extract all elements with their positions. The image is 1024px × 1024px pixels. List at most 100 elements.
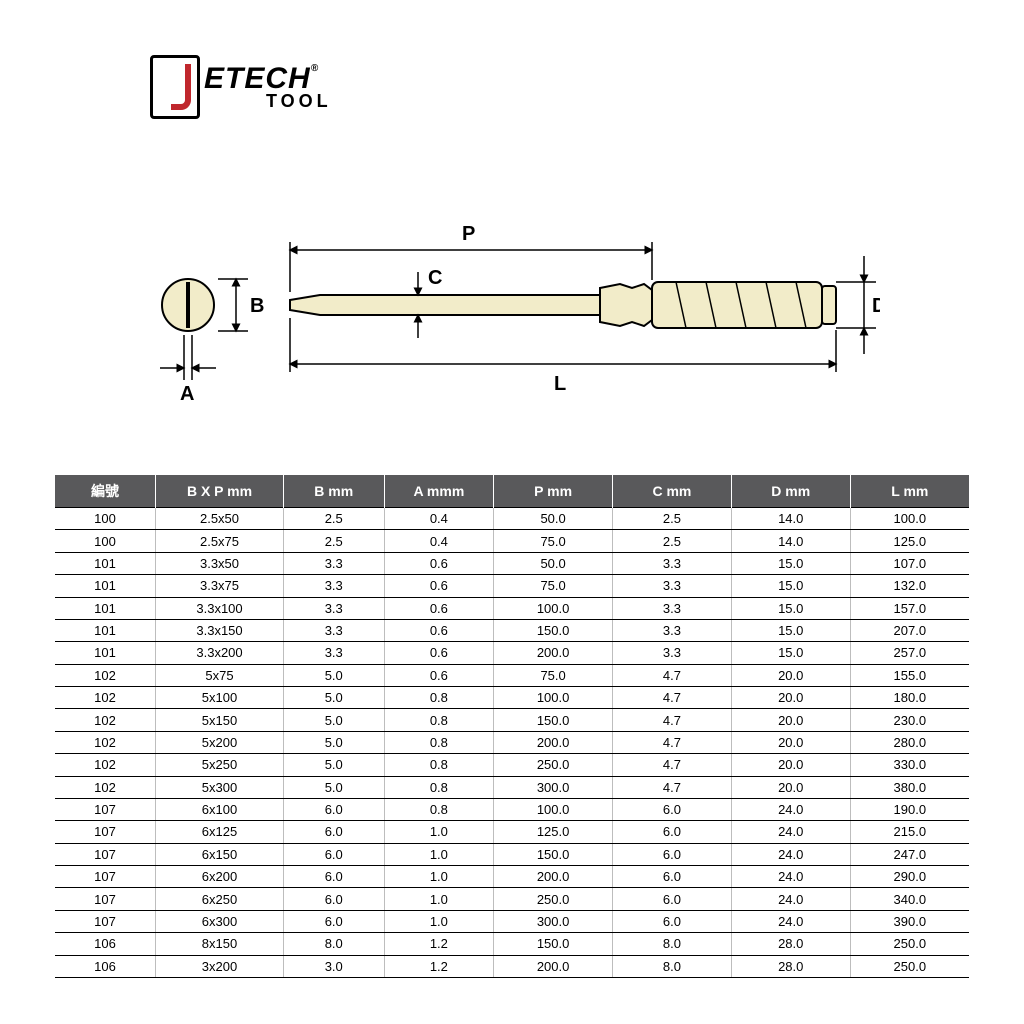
table-cell: 5.0 (283, 664, 384, 686)
table-cell: 100.0 (494, 597, 613, 619)
table-cell: 290.0 (850, 866, 969, 888)
table-cell: 3x200 (156, 955, 284, 977)
logo-sub-text: TOOL (266, 92, 332, 110)
logo-brand-text: ETECH® (204, 64, 332, 94)
table-cell: 300.0 (494, 910, 613, 932)
table-cell: 390.0 (850, 910, 969, 932)
table-cell: 6x100 (156, 798, 284, 820)
table-cell: 28.0 (731, 955, 850, 977)
table-cell: 101 (55, 575, 156, 597)
table-cell: 6.0 (613, 910, 732, 932)
table-row: 1076x1506.01.0150.06.024.0247.0 (55, 843, 969, 865)
dim-label-a: A (180, 383, 194, 405)
table-cell: 157.0 (850, 597, 969, 619)
table-cell: 0.4 (384, 530, 494, 552)
table-cell: 1.0 (384, 821, 494, 843)
table-cell: 5x150 (156, 709, 284, 731)
table-cell: 3.0 (283, 955, 384, 977)
table-cell: 3.3 (283, 642, 384, 664)
table-row: 1068x1508.01.2150.08.028.0250.0 (55, 933, 969, 955)
table-cell: 3.3 (283, 552, 384, 574)
table-cell: 107 (55, 843, 156, 865)
table-cell: 132.0 (850, 575, 969, 597)
table-cell: 5.0 (283, 754, 384, 776)
table-cell: 3.3 (613, 575, 732, 597)
table-cell: 101 (55, 597, 156, 619)
table-cell: 3.3x75 (156, 575, 284, 597)
table-cell: 15.0 (731, 575, 850, 597)
table-cell: 8.0 (283, 933, 384, 955)
table-cell: 340.0 (850, 888, 969, 910)
table-cell: 0.8 (384, 687, 494, 709)
table-cell: 1.2 (384, 955, 494, 977)
table-cell: 280.0 (850, 731, 969, 753)
table-cell: 6.0 (613, 888, 732, 910)
table-cell: 300.0 (494, 776, 613, 798)
table-cell: 3.3 (613, 619, 732, 641)
table-cell: 200.0 (494, 731, 613, 753)
table-cell: 3.3 (613, 597, 732, 619)
brand-logo: ETECH® TOOL (150, 55, 332, 119)
table-cell: 4.7 (613, 776, 732, 798)
col-header: D mm (731, 475, 850, 508)
table-cell: 200.0 (494, 866, 613, 888)
table-cell: 6.0 (613, 843, 732, 865)
table-cell: 150.0 (494, 709, 613, 731)
table-cell: 200.0 (494, 642, 613, 664)
table-cell: 2.5x50 (156, 508, 284, 530)
table-cell: 101 (55, 619, 156, 641)
table-cell: 5x75 (156, 664, 284, 686)
table-cell: 150.0 (494, 619, 613, 641)
table-cell: 5.0 (283, 776, 384, 798)
table-cell: 4.7 (613, 709, 732, 731)
table-cell: 5x200 (156, 731, 284, 753)
table-cell: 6.0 (283, 843, 384, 865)
table-cell: 3.3x150 (156, 619, 284, 641)
table-cell: 3.3 (283, 597, 384, 619)
table-cell: 2.5x75 (156, 530, 284, 552)
col-header: B X P mm (156, 475, 284, 508)
table-cell: 0.8 (384, 776, 494, 798)
table-row: 1025x3005.00.8300.04.720.0380.0 (55, 776, 969, 798)
table-cell: 125.0 (850, 530, 969, 552)
col-header: L mm (850, 475, 969, 508)
table-cell: 6.0 (613, 821, 732, 843)
table-cell: 250.0 (850, 933, 969, 955)
table-cell: 1.0 (384, 843, 494, 865)
table-cell: 0.6 (384, 597, 494, 619)
table-cell: 50.0 (494, 508, 613, 530)
table-cell: 3.3 (613, 552, 732, 574)
table-cell: 102 (55, 776, 156, 798)
table-cell: 102 (55, 754, 156, 776)
table-cell: 5.0 (283, 709, 384, 731)
table-cell: 107.0 (850, 552, 969, 574)
table-cell: 4.7 (613, 664, 732, 686)
table-cell: 14.0 (731, 508, 850, 530)
dim-label-b: B (250, 295, 264, 317)
table-cell: 150.0 (494, 843, 613, 865)
table-row: 1013.3x503.30.650.03.315.0107.0 (55, 552, 969, 574)
table-cell: 0.6 (384, 664, 494, 686)
table-cell: 0.6 (384, 619, 494, 641)
table-row: 1013.3x2003.30.6200.03.315.0257.0 (55, 642, 969, 664)
table-cell: 15.0 (731, 619, 850, 641)
table-cell: 6.0 (283, 821, 384, 843)
table-row: 1025x2005.00.8200.04.720.0280.0 (55, 731, 969, 753)
table-cell: 0.8 (384, 754, 494, 776)
table-cell: 0.8 (384, 731, 494, 753)
table-row: 1025x755.00.675.04.720.0155.0 (55, 664, 969, 686)
table-cell: 6.0 (283, 910, 384, 932)
table-cell: 15.0 (731, 642, 850, 664)
table-cell: 5x100 (156, 687, 284, 709)
table-cell: 0.8 (384, 798, 494, 820)
table-cell: 20.0 (731, 731, 850, 753)
table-cell: 6.0 (283, 888, 384, 910)
table-row: 1002.5x752.50.475.02.514.0125.0 (55, 530, 969, 552)
table-cell: 100.0 (494, 798, 613, 820)
table-cell: 6x150 (156, 843, 284, 865)
table-cell: 24.0 (731, 843, 850, 865)
table-cell: 6.0 (283, 798, 384, 820)
table-cell: 1.0 (384, 910, 494, 932)
table-cell: 101 (55, 552, 156, 574)
table-cell: 0.8 (384, 709, 494, 731)
